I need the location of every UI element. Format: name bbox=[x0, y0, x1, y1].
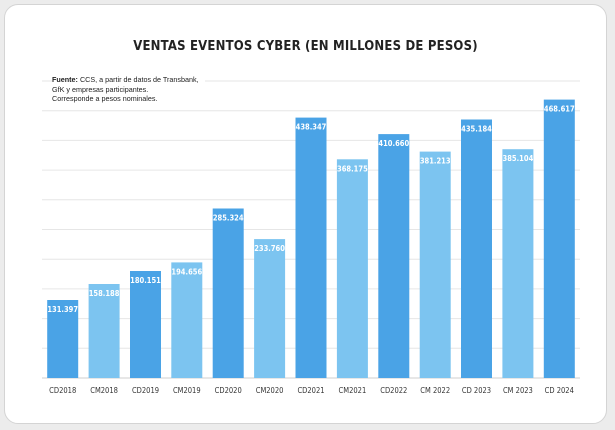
bar-chart: 131.397 158.188 180.151 194.656 285.324 233.7… bbox=[42, 80, 580, 395]
x-tick-label: CM 2023 bbox=[503, 386, 533, 395]
bar-cm2023 bbox=[502, 149, 534, 378]
x-tick-label: CD2018 bbox=[49, 386, 76, 395]
chart-title: VENTAS EVENTOS CYBER (EN MILLONES DE PES… bbox=[133, 39, 478, 54]
x-tick-label: CM2021 bbox=[339, 386, 367, 395]
x-tick-label: CD2020 bbox=[215, 386, 242, 395]
bar-cd2024 bbox=[543, 99, 575, 378]
bar-value-label: 410.660 bbox=[378, 139, 409, 148]
x-tick-label: CD2021 bbox=[297, 386, 324, 395]
bar-value-label: 131.397 bbox=[47, 305, 78, 314]
x-tick-label: CD2019 bbox=[132, 386, 159, 395]
bar-value-label: 285.324 bbox=[213, 214, 244, 223]
x-tick-label: CD2022 bbox=[380, 386, 407, 395]
bar-value-label: 385.104 bbox=[503, 154, 534, 163]
bar-value-label: 435.184 bbox=[461, 125, 492, 134]
bar-value-label: 368.175 bbox=[337, 164, 368, 173]
bar-cm2022 bbox=[419, 151, 451, 378]
bar-cm2018 bbox=[88, 284, 120, 378]
bar-value-label: 381.213 bbox=[420, 157, 451, 166]
source-line-1: CCS, a partir de datos de Transbank, bbox=[77, 75, 199, 84]
bar-cd2022 bbox=[378, 134, 410, 378]
x-tick-label: CM2020 bbox=[256, 386, 284, 395]
source-label: Fuente: bbox=[52, 75, 78, 84]
bar-value-label: 438.347 bbox=[296, 123, 327, 132]
bar-cd2020 bbox=[212, 208, 244, 378]
source-note: Fuente: CCS, a partir de datos de Transb… bbox=[52, 75, 205, 104]
bar-cm2021 bbox=[336, 159, 368, 378]
bar-cd2019 bbox=[130, 271, 161, 378]
bar-value-label: 158.188 bbox=[89, 289, 120, 298]
x-tick-label: CM2018 bbox=[90, 386, 118, 395]
bar-value-label: 233.760 bbox=[254, 244, 285, 253]
bar-cd2018 bbox=[47, 300, 79, 378]
x-tick-label: CD 2023 bbox=[462, 386, 491, 395]
source-line-2: GfK y empresas participantes. bbox=[52, 84, 149, 94]
bar-cd2023 bbox=[461, 119, 492, 378]
chart-card: VENTAS EVENTOS CYBER (EN MILLONES DE PES… bbox=[4, 4, 607, 424]
x-tick-label: CM2019 bbox=[173, 386, 201, 395]
bar-value-label: 468.617 bbox=[544, 105, 575, 114]
x-tick-label: CM 2022 bbox=[420, 386, 450, 395]
source-line-3: Corresponde a pesos nominales. bbox=[52, 94, 158, 104]
bar-value-label: 194.656 bbox=[171, 267, 202, 276]
bar-value-label: 180.151 bbox=[130, 276, 161, 285]
bar-cm2020 bbox=[254, 239, 286, 378]
x-tick-label: CD 2024 bbox=[545, 386, 574, 395]
bar-cd2021 bbox=[295, 117, 327, 378]
bars: 131.397 158.188 180.151 194.656 285.324 233.7… bbox=[47, 99, 575, 378]
bar-cm2019 bbox=[171, 262, 203, 378]
x-axis-labels: CD2018 CM2018 CD2019 CM2019 CD2020 CM2020 CD20… bbox=[49, 386, 574, 395]
